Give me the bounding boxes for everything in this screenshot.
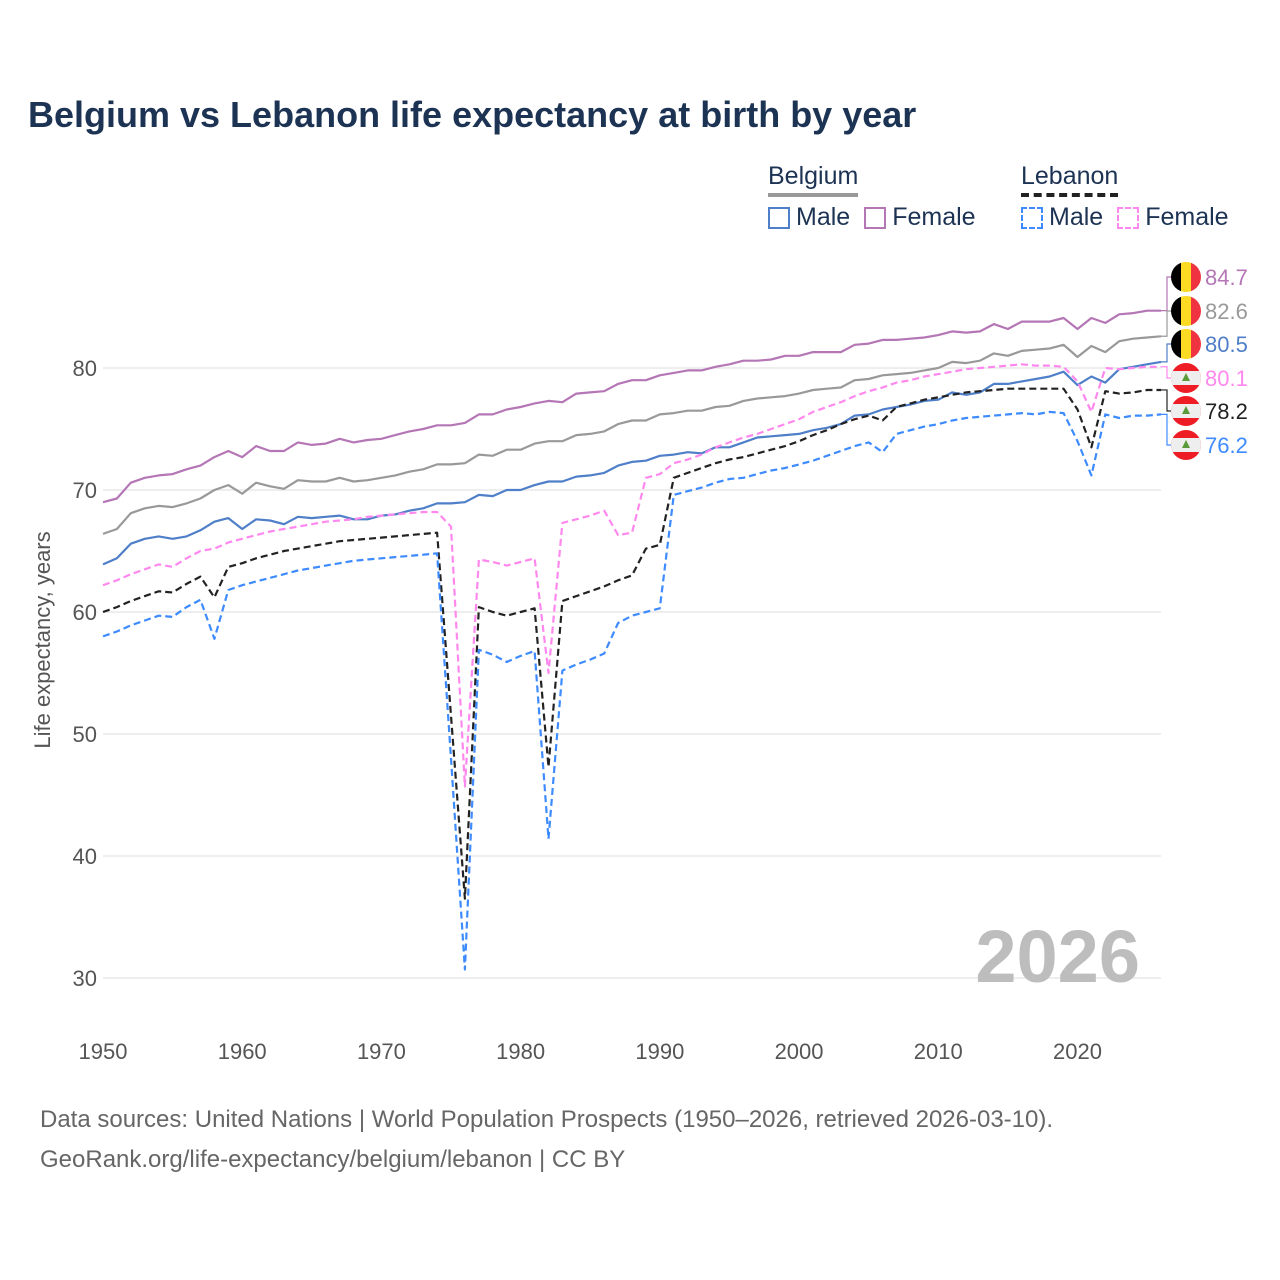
legend-belgium-female[interactable]: Female bbox=[864, 203, 976, 232]
cedar-icon bbox=[1182, 373, 1190, 381]
end-value-label: 84.7 bbox=[1205, 265, 1248, 290]
cedar-icon bbox=[1182, 406, 1190, 414]
flag-stripe bbox=[1191, 296, 1201, 326]
x-tick-label: 1950 bbox=[79, 1039, 128, 1064]
y-tick-label: 50 bbox=[73, 722, 97, 747]
series-line-belgium-total bbox=[102, 335, 1162, 535]
end-value-label: 78.2 bbox=[1205, 399, 1248, 424]
cedar-icon bbox=[1182, 440, 1190, 448]
lebanon-flag-icon bbox=[1171, 430, 1201, 460]
legend-swatch-belgium-female bbox=[864, 206, 887, 229]
flag-body bbox=[1171, 296, 1201, 326]
end-value-label: 76.2 bbox=[1205, 433, 1248, 458]
x-tick-label: 1990 bbox=[635, 1039, 684, 1064]
flag-stripe bbox=[1191, 262, 1201, 292]
legend-lebanon-female[interactable]: Female bbox=[1117, 203, 1229, 232]
y-tick-label: 70 bbox=[73, 478, 97, 503]
end-label-connector bbox=[1161, 389, 1173, 412]
end-label-connector bbox=[1161, 276, 1173, 312]
x-tick-label: 1960 bbox=[218, 1039, 267, 1064]
belgium-flag-icon bbox=[1171, 262, 1201, 292]
end-value-label: 80.1 bbox=[1205, 366, 1248, 391]
flag-stripe bbox=[1171, 296, 1181, 326]
y-axis-label: Life expectancy, years bbox=[30, 531, 55, 748]
end-label-connector bbox=[1161, 366, 1173, 379]
end-label-connector bbox=[1161, 413, 1173, 446]
end-value-label: 82.6 bbox=[1205, 299, 1248, 324]
y-tick-label: 30 bbox=[73, 966, 97, 991]
y-tick-label: 40 bbox=[73, 844, 97, 869]
flag-stripe bbox=[1181, 262, 1191, 292]
flag-body bbox=[1171, 396, 1201, 426]
flag-body bbox=[1171, 363, 1201, 393]
series-line-lebanon-female bbox=[102, 363, 1161, 788]
legend-belgium-heading: Belgium bbox=[768, 162, 859, 197]
year-watermark: 2026 bbox=[975, 915, 1140, 998]
flag-stripe bbox=[1171, 262, 1181, 292]
x-tick-label: 1980 bbox=[496, 1039, 545, 1064]
lebanon-flag-icon bbox=[1171, 396, 1201, 426]
flag-body bbox=[1171, 262, 1201, 292]
y-tick-label: 80 bbox=[73, 356, 97, 381]
x-tick-label: 2000 bbox=[775, 1039, 824, 1064]
flag-body bbox=[1171, 329, 1201, 359]
legend-swatch-lebanon-male bbox=[1021, 206, 1043, 229]
belgium-flag-icon bbox=[1171, 296, 1201, 326]
x-tick-label: 1970 bbox=[357, 1039, 406, 1064]
legend-lebanon-male[interactable]: Male bbox=[1021, 203, 1103, 232]
flag-body bbox=[1171, 430, 1201, 460]
legend-label: Male bbox=[1049, 203, 1104, 231]
legend-swatch-belgium-male bbox=[768, 206, 790, 229]
footer-sources: Data sources: United Nations | World Pop… bbox=[40, 1106, 1054, 1133]
legend-label: Female bbox=[1145, 203, 1229, 231]
lebanon-flag-icon bbox=[1171, 363, 1201, 393]
end-label-connector bbox=[1161, 310, 1173, 337]
end-label-connector bbox=[1161, 343, 1173, 363]
legend-lebanon-heading: Lebanon bbox=[1021, 162, 1119, 197]
footer-link[interactable]: GeoRank.org/life-expectancy/belgium/leba… bbox=[40, 1146, 626, 1173]
flag-stripe bbox=[1191, 329, 1201, 359]
x-tick-label: 2010 bbox=[914, 1039, 963, 1064]
legend-belgium: Belgium Male Female bbox=[768, 162, 976, 232]
series-line-belgium-female bbox=[102, 309, 1161, 504]
legend-lebanon: Lebanon Male Female bbox=[1021, 162, 1229, 232]
series-line-lebanon-total bbox=[102, 387, 1161, 900]
flag-stripe bbox=[1181, 329, 1191, 359]
y-tick-label: 60 bbox=[73, 600, 97, 625]
legend-belgium-male[interactable]: Male bbox=[768, 203, 850, 232]
legend-label: Male bbox=[796, 203, 851, 231]
chart-title: Belgium vs Lebanon life expectancy at bi… bbox=[28, 94, 917, 135]
legend-label: Female bbox=[892, 203, 976, 231]
series-line-belgium-male bbox=[102, 360, 1162, 566]
flag-stripe bbox=[1171, 329, 1181, 359]
belgium-flag-icon bbox=[1171, 329, 1201, 359]
series-line-lebanon-male bbox=[102, 410, 1162, 971]
x-tick-label: 2020 bbox=[1053, 1039, 1102, 1064]
flag-stripe bbox=[1181, 296, 1191, 326]
legend-swatch-lebanon-female bbox=[1117, 206, 1140, 229]
end-value-label: 80.5 bbox=[1205, 332, 1248, 357]
